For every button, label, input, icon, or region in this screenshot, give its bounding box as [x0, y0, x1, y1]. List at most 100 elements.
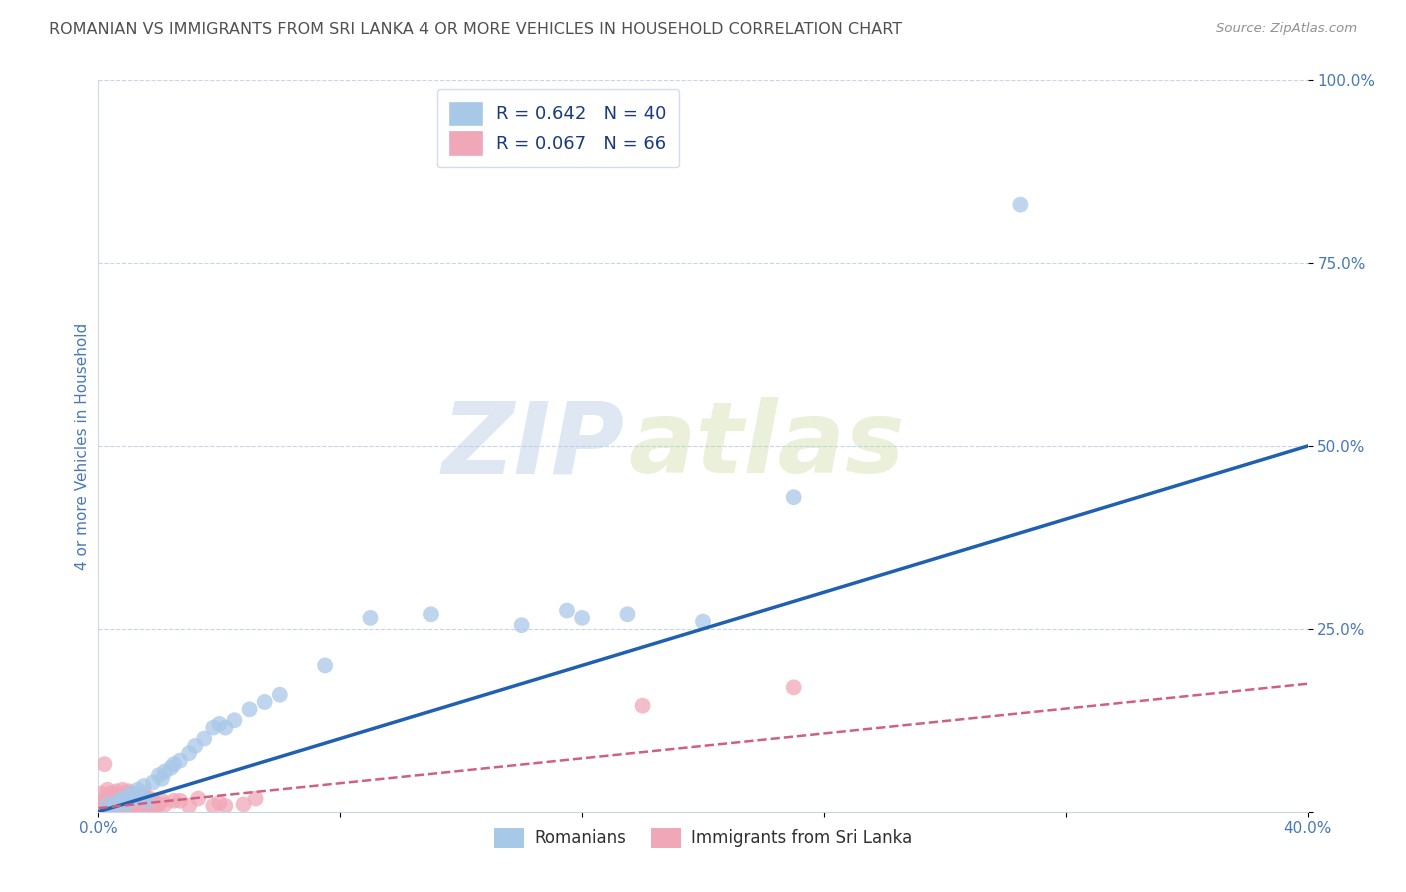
Point — [179, 798, 201, 813]
Point — [105, 796, 128, 810]
Point — [187, 791, 209, 805]
Point — [118, 798, 141, 813]
Point — [150, 772, 173, 786]
Point — [121, 794, 143, 808]
Point — [129, 798, 152, 813]
Point — [139, 798, 162, 813]
Point — [96, 797, 118, 812]
Point — [510, 618, 533, 632]
Point — [118, 790, 141, 805]
Point — [132, 779, 155, 793]
Point — [631, 698, 654, 713]
Point — [108, 798, 131, 813]
Point — [124, 794, 146, 808]
Point — [114, 797, 136, 812]
Point — [100, 798, 122, 813]
Point — [100, 791, 122, 805]
Point — [111, 790, 134, 805]
Point — [555, 603, 578, 617]
Point — [124, 798, 146, 813]
Y-axis label: 4 or more Vehicles in Household: 4 or more Vehicles in Household — [75, 322, 90, 570]
Text: Source: ZipAtlas.com: Source: ZipAtlas.com — [1216, 22, 1357, 36]
Point — [132, 794, 155, 808]
Point — [142, 798, 165, 813]
Point — [111, 782, 134, 797]
Point — [245, 791, 267, 805]
Point — [142, 794, 165, 808]
Point — [208, 717, 231, 731]
Point — [118, 796, 141, 810]
Point — [169, 754, 191, 768]
Point — [124, 791, 146, 805]
Point — [179, 746, 201, 760]
Point — [783, 681, 806, 695]
Point — [692, 615, 714, 629]
Point — [103, 798, 125, 813]
Point — [239, 702, 262, 716]
Point — [127, 798, 149, 813]
Point — [103, 794, 125, 808]
Point — [269, 688, 291, 702]
Point — [135, 794, 157, 808]
Point — [105, 796, 128, 810]
Point — [127, 782, 149, 797]
Point — [360, 611, 382, 625]
Point — [103, 798, 125, 813]
Point — [314, 658, 336, 673]
Point — [100, 787, 122, 801]
Point — [114, 798, 136, 813]
Point — [208, 796, 231, 810]
Point — [111, 796, 134, 810]
Point — [163, 794, 186, 808]
Point — [214, 798, 236, 813]
Point — [202, 798, 225, 813]
Point — [1010, 197, 1032, 211]
Point — [121, 798, 143, 813]
Point — [148, 797, 170, 812]
Point — [93, 798, 115, 813]
Point — [142, 775, 165, 789]
Point — [90, 787, 112, 801]
Point — [105, 798, 128, 813]
Point — [150, 794, 173, 808]
Point — [193, 731, 215, 746]
Point — [118, 791, 141, 805]
Point — [145, 798, 167, 813]
Point — [108, 794, 131, 808]
Point — [148, 768, 170, 782]
Point — [163, 757, 186, 772]
Point — [93, 791, 115, 805]
Point — [153, 764, 176, 779]
Text: ZIP: ZIP — [441, 398, 624, 494]
Point — [135, 798, 157, 813]
Point — [105, 784, 128, 798]
Text: atlas: atlas — [628, 398, 904, 494]
Point — [96, 797, 118, 812]
Point — [420, 607, 443, 622]
Point — [160, 761, 183, 775]
Point — [121, 787, 143, 801]
Point — [139, 791, 162, 805]
Point — [111, 791, 134, 805]
Point — [153, 797, 176, 812]
Point — [127, 791, 149, 805]
Point — [616, 607, 638, 622]
Point — [135, 791, 157, 805]
Point — [232, 797, 254, 812]
Point — [571, 611, 593, 625]
Point — [783, 490, 806, 504]
Point — [121, 787, 143, 801]
Point — [169, 794, 191, 808]
Point — [129, 791, 152, 805]
Point — [132, 787, 155, 801]
Text: ROMANIAN VS IMMIGRANTS FROM SRI LANKA 4 OR MORE VEHICLES IN HOUSEHOLD CORRELATIO: ROMANIAN VS IMMIGRANTS FROM SRI LANKA 4 … — [49, 22, 903, 37]
Point — [224, 714, 246, 728]
Point — [90, 797, 112, 812]
Point — [114, 794, 136, 808]
Point — [108, 789, 131, 803]
Point — [93, 757, 115, 772]
Point — [96, 790, 118, 805]
Point — [111, 798, 134, 813]
Legend: Romanians, Immigrants from Sri Lanka: Romanians, Immigrants from Sri Lanka — [488, 821, 918, 855]
Point — [103, 787, 125, 801]
